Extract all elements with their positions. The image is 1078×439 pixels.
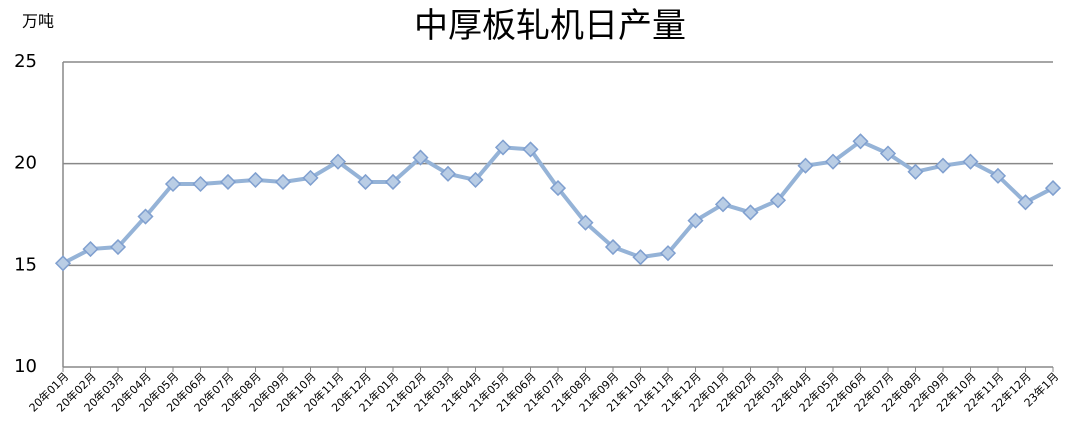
marker xyxy=(659,245,677,262)
marker xyxy=(412,149,429,166)
marker xyxy=(632,249,649,266)
marker xyxy=(989,167,1007,184)
marker xyxy=(769,192,787,209)
marker xyxy=(82,241,99,258)
marker xyxy=(742,204,759,221)
y-tick-label: 15 xyxy=(14,254,37,275)
marker xyxy=(247,171,264,188)
marker xyxy=(549,180,567,197)
marker xyxy=(1017,194,1034,211)
marker xyxy=(384,173,402,191)
marker xyxy=(852,133,869,150)
chart-title: 中厚板轧机日产量 xyxy=(414,6,686,46)
y-tick-label: 10 xyxy=(14,356,37,377)
line xyxy=(62,138,1054,266)
marker xyxy=(879,145,897,162)
y-tick-label: 20 xyxy=(14,153,37,174)
marker xyxy=(274,173,292,191)
marker xyxy=(962,153,979,170)
marker xyxy=(137,208,154,225)
y-axis-label: 万吨 xyxy=(22,12,54,31)
marker xyxy=(357,173,374,191)
marker xyxy=(439,165,457,182)
marker xyxy=(797,157,814,174)
marker xyxy=(109,238,127,256)
marker xyxy=(604,238,622,256)
marker xyxy=(192,175,209,193)
marker xyxy=(824,153,842,170)
marker xyxy=(714,196,732,213)
marker xyxy=(934,157,952,174)
marker xyxy=(54,255,72,272)
marker xyxy=(1044,180,1062,197)
marker xyxy=(467,171,484,188)
y-tick-label: 25 xyxy=(14,51,37,72)
marker xyxy=(494,139,512,156)
marker xyxy=(687,212,704,229)
marker xyxy=(302,169,319,186)
marker xyxy=(577,214,594,231)
marker xyxy=(907,163,924,180)
marker xyxy=(522,141,539,158)
marker xyxy=(219,173,237,191)
marker xyxy=(164,175,182,193)
marker xyxy=(329,153,347,170)
